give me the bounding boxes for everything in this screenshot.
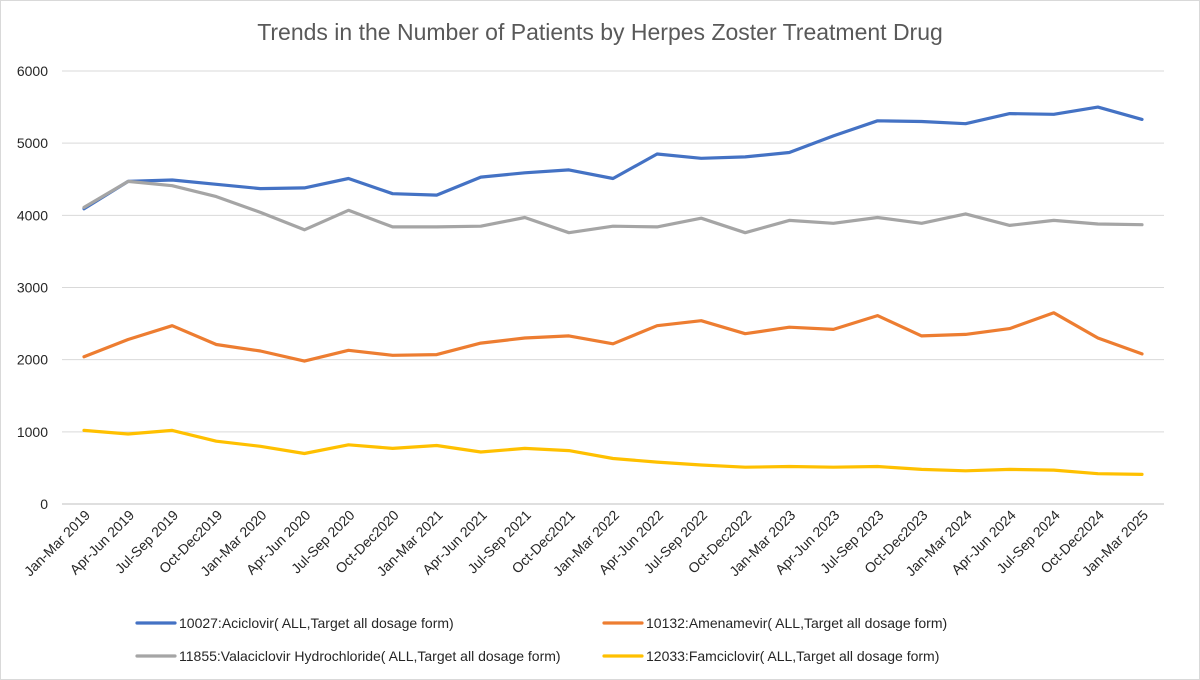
legend-label: 12033:Famciclovir( ALL,Target all dosage…	[646, 648, 939, 664]
y-tick-label: 0	[40, 496, 48, 512]
y-tick-label: 5000	[17, 135, 48, 151]
series-line-1	[82, 105, 1144, 211]
series-line-2	[82, 311, 1144, 363]
y-tick-label: 1000	[17, 424, 48, 440]
chart-title: Trends in the Number of Patients by Herp…	[257, 19, 943, 45]
y-tick-label: 4000	[17, 207, 48, 223]
series-lines	[82, 105, 1144, 476]
gridlines	[62, 70, 1164, 505]
y-tick-label: 3000	[17, 280, 48, 296]
legend-label: 10027:Aciclovir( ALL,Target all dosage f…	[179, 615, 454, 631]
legend-label: 11855:Valaciclovir Hydrochloride( ALL,Ta…	[179, 648, 561, 664]
series-line-3	[82, 179, 1144, 235]
series-line-4	[82, 428, 1144, 476]
y-axis-ticks: 0 1000 2000 3000 4000 5000 6000	[17, 63, 48, 512]
y-tick-label: 2000	[17, 352, 48, 368]
legend: 10027:Aciclovir( ALL,Target all dosage f…	[135, 615, 947, 664]
y-tick-label: 6000	[17, 63, 48, 79]
legend-label: 10132:Amenamevir( ALL,Target all dosage …	[646, 615, 947, 631]
